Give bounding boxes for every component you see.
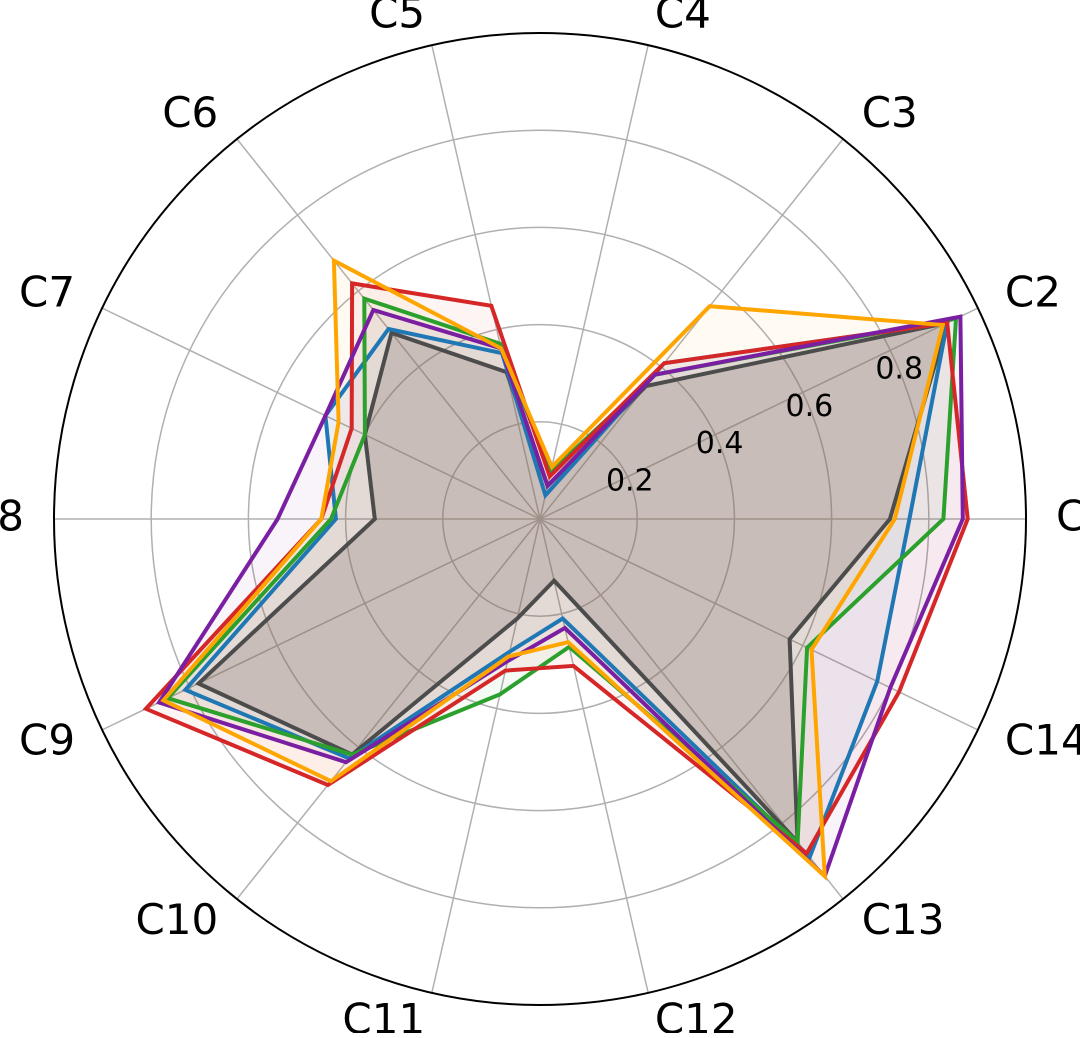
series-2-area — [185, 322, 948, 858]
radial-tick-label: 0.4 — [696, 426, 744, 461]
series-6-line — [160, 257, 946, 881]
spoke-C2 — [539, 307, 979, 520]
radial-tick-label: 0.8 — [875, 352, 923, 387]
category-label-C11: C11 — [342, 995, 425, 1033]
spoke-C10 — [236, 518, 541, 900]
category-label-C8: C8 — [0, 492, 24, 541]
category-label-C14: C14 — [1005, 715, 1080, 764]
radial-tick-label: 0.6 — [786, 389, 834, 424]
series-5-line — [156, 307, 965, 880]
series-line-layer — [142, 257, 970, 881]
spoke-C9 — [101, 518, 541, 731]
radial-tick-label: 0.2 — [606, 463, 654, 498]
spoke-C11 — [431, 518, 541, 993]
spoke-C7 — [101, 307, 541, 520]
series-fill-layer — [145, 260, 968, 877]
spoke-C3 — [539, 138, 844, 520]
grid-layer — [53, 32, 1027, 1006]
category-label-C10: C10 — [135, 895, 218, 944]
category-label-C12: C12 — [655, 995, 738, 1033]
series-3-area — [167, 298, 957, 843]
category-label-C4: C4 — [655, 0, 711, 37]
category-label-C2: C2 — [1005, 268, 1061, 317]
category-label-C6: C6 — [162, 88, 218, 137]
category-label-C5: C5 — [369, 0, 425, 37]
category-label-C13: C13 — [862, 895, 945, 944]
spoke-C5 — [431, 45, 541, 520]
spoke-C4 — [539, 45, 649, 520]
series-1-area — [198, 322, 948, 842]
outer-ring — [53, 32, 1027, 1006]
category-label-C3: C3 — [862, 88, 918, 137]
series-4-area — [145, 283, 968, 854]
series-6-area — [163, 260, 943, 877]
category-label-C1: C1 — [1056, 492, 1080, 541]
spoke-C12 — [539, 518, 649, 993]
spoke-C14 — [539, 518, 979, 731]
category-label-C7: C7 — [19, 268, 75, 317]
category-label-C9: C9 — [19, 715, 75, 764]
